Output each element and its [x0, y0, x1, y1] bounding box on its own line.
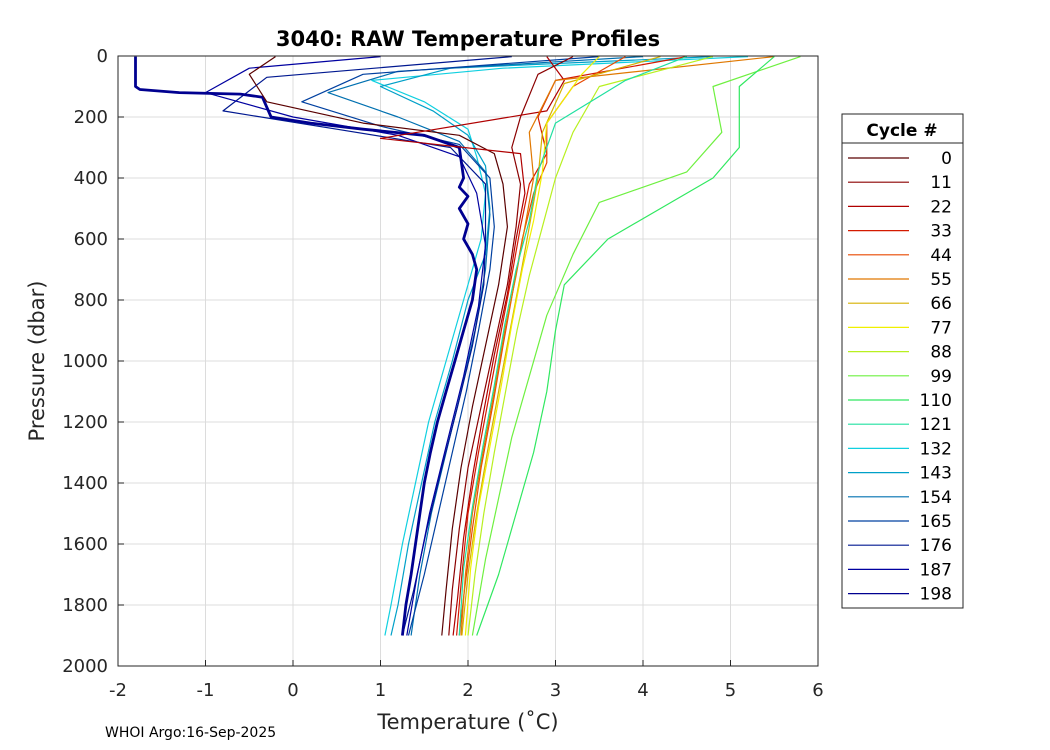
x-tick-label: 4 [637, 680, 648, 701]
y-tick-label: 400 [74, 168, 108, 189]
profile-line-cycle-187 [204, 56, 487, 636]
profile-line-cycle-176 [222, 56, 512, 636]
y-tick-label: 1400 [62, 473, 108, 494]
plot-area: -2 -1 0 1 2 3 4 5 6 0 200 400 600 800 1000 1200 1400 160… [62, 46, 824, 701]
x-tick-label: 0 [287, 680, 298, 701]
chart-title: 3040: RAW Temperature Profiles [276, 27, 660, 51]
legend-label-cycle-143: 143 [920, 464, 952, 484]
profile-line-cycle-121 [458, 56, 688, 636]
x-tick-label: 5 [725, 680, 736, 701]
legend-label-cycle-55: 55 [930, 270, 952, 290]
profile-line-cycle-55 [460, 56, 775, 636]
y-tick-label: 600 [74, 229, 108, 250]
y-tick-label: 0 [97, 46, 108, 67]
x-axis: -2 -1 0 1 2 3 4 5 6 [109, 660, 824, 701]
legend-title: Cycle # [866, 121, 937, 141]
x-tick-label: 3 [550, 680, 561, 701]
profile-line-cycle-198 [134, 56, 479, 636]
profile-line-cycle-165 [301, 56, 600, 636]
legend-box [841, 113, 964, 609]
legend-label-cycle-110: 110 [920, 391, 952, 411]
legend-label-cycle-77: 77 [930, 318, 952, 338]
profile-line-cycle-0 [248, 56, 508, 636]
y-tick-label: 1200 [62, 412, 108, 433]
legend-label-cycle-99: 99 [930, 367, 952, 387]
profile-line-cycle-132 [371, 56, 749, 636]
footer-annotation: WHOI Argo:16-Sep-2025 [105, 725, 277, 741]
profile-line-cycle-99 [471, 56, 801, 636]
legend-label-cycle-154: 154 [920, 488, 952, 508]
y-tick-label: 200 [74, 107, 108, 128]
legend: Cycle # 0 11 22 33 44 55 66 77 88 99 110 121 132 143 1… [841, 113, 964, 609]
y-tick-label: 2000 [62, 656, 108, 677]
legend-label-cycle-198: 198 [920, 585, 952, 605]
y-tick-label: 1800 [62, 595, 108, 616]
profile-line-cycle-66 [461, 56, 661, 636]
legend-label-cycle-88: 88 [930, 343, 952, 363]
y-axis-label: Pressure (dbar) [25, 281, 49, 442]
profile-line-cycle-11 [448, 56, 574, 636]
x-tick-label: 2 [462, 680, 473, 701]
legend-label-cycle-187: 187 [920, 560, 952, 580]
legend-label-cycle-176: 176 [920, 536, 952, 556]
y-axis: 0 200 400 600 800 1000 1200 1400 1600 1800 2000 [62, 46, 124, 677]
y-tick-label: 1000 [62, 351, 108, 372]
legend-label-cycle-165: 165 [920, 512, 952, 532]
y-tick-label: 1600 [62, 534, 108, 555]
profile-line-cycle-77 [464, 56, 600, 636]
legend-label-cycle-132: 132 [920, 439, 952, 459]
legend-label-cycle-33: 33 [930, 222, 952, 242]
x-tick-label: 6 [812, 680, 823, 701]
legend-label-cycle-121: 121 [920, 415, 952, 435]
x-tick-label: 1 [375, 680, 386, 701]
profile-line-cycle-154 [327, 56, 644, 636]
profile-line-cycle-33 [456, 56, 687, 636]
legend-label-cycle-44: 44 [930, 246, 952, 266]
profile-line-cycle-22 [379, 56, 565, 636]
legend-label-cycle-11: 11 [930, 173, 952, 193]
legend-label-cycle-66: 66 [930, 294, 952, 314]
y-tick-label: 800 [74, 290, 108, 311]
profile-line-cycle-110 [476, 56, 775, 636]
legend-label-cycle-0: 0 [941, 149, 952, 169]
legend-entries: 0 11 22 33 44 55 66 77 88 99 110 121 132 143 154 165 176… [848, 149, 952, 605]
x-tick-label: -2 [109, 680, 127, 701]
series-layer [134, 56, 801, 636]
profile-line-cycle-88 [467, 56, 714, 636]
x-axis-label: Temperature (˚C) [376, 710, 558, 734]
legend-label-cycle-22: 22 [930, 197, 952, 217]
x-tick-label: -1 [197, 680, 215, 701]
